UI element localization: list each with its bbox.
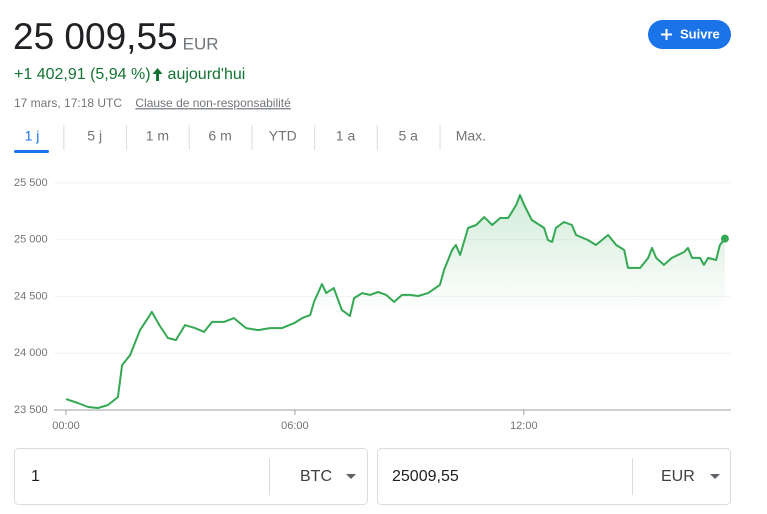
range-tab[interactable]: 6 m xyxy=(208,128,231,144)
dropdown-arrow[interactable] xyxy=(346,474,356,479)
x-tick-label: 06:00 xyxy=(281,420,309,432)
follow-button[interactable]: Suivre xyxy=(648,20,731,49)
last-point xyxy=(720,234,729,243)
range-tab[interactable]: YTD xyxy=(269,128,297,144)
currency: EUR xyxy=(183,34,219,53)
to-amount[interactable]: 25009,55 xyxy=(392,468,459,485)
change-period: aujourd'hui xyxy=(168,66,246,83)
from-amount[interactable]: 1 xyxy=(31,468,40,485)
from-box xyxy=(14,448,368,505)
y-tick-label: 24 500 xyxy=(14,290,48,302)
from-unit[interactable]: BTC xyxy=(300,468,332,485)
y-tick-label: 24 000 xyxy=(14,347,48,359)
dropdown-arrow[interactable] xyxy=(710,474,720,479)
range-tab[interactable]: Max. xyxy=(456,128,486,144)
x-tick-label: 00:00 xyxy=(52,420,80,432)
change: +1 402,91 (5,94 %) xyxy=(14,66,151,83)
y-tick-label: 25 000 xyxy=(14,234,48,246)
price: 25 009,55 xyxy=(13,16,178,57)
range-tab[interactable]: 1 j xyxy=(25,128,40,144)
button-label: Suivre xyxy=(680,26,720,41)
price-line xyxy=(65,194,726,409)
y-tick-label: 23 500 xyxy=(14,404,48,416)
up-arrow-icon xyxy=(152,68,163,81)
to-box xyxy=(377,448,731,505)
range-tabs: 1 j 5 j 1 m 6 m YTD 1 a 5 a Max. xyxy=(14,125,486,153)
disclaimer-link[interactable]: Clause de non-responsabilité xyxy=(135,96,291,110)
range-tab[interactable]: 1 a xyxy=(336,128,356,144)
y-tick-label: 25 500 xyxy=(14,177,48,189)
area-fill xyxy=(66,195,725,410)
active-tab-indicator xyxy=(14,150,49,153)
range-tab[interactable]: 5 j xyxy=(87,128,102,144)
timestamp: 17 mars, 17:18 UTC xyxy=(14,96,122,110)
chart: 23 500 24 000 24 500 25 000 25 500 00:00 06:00… xyxy=(14,177,731,432)
range-tab[interactable]: 5 a xyxy=(398,128,418,144)
plus-icon xyxy=(661,29,672,40)
converter: 1 BTC 25009,55 EUR xyxy=(14,448,731,505)
x-tick-label: 12:00 xyxy=(510,420,538,432)
to-unit[interactable]: EUR xyxy=(661,468,695,485)
button-background xyxy=(648,20,731,49)
range-tab[interactable]: 1 m xyxy=(146,128,169,144)
